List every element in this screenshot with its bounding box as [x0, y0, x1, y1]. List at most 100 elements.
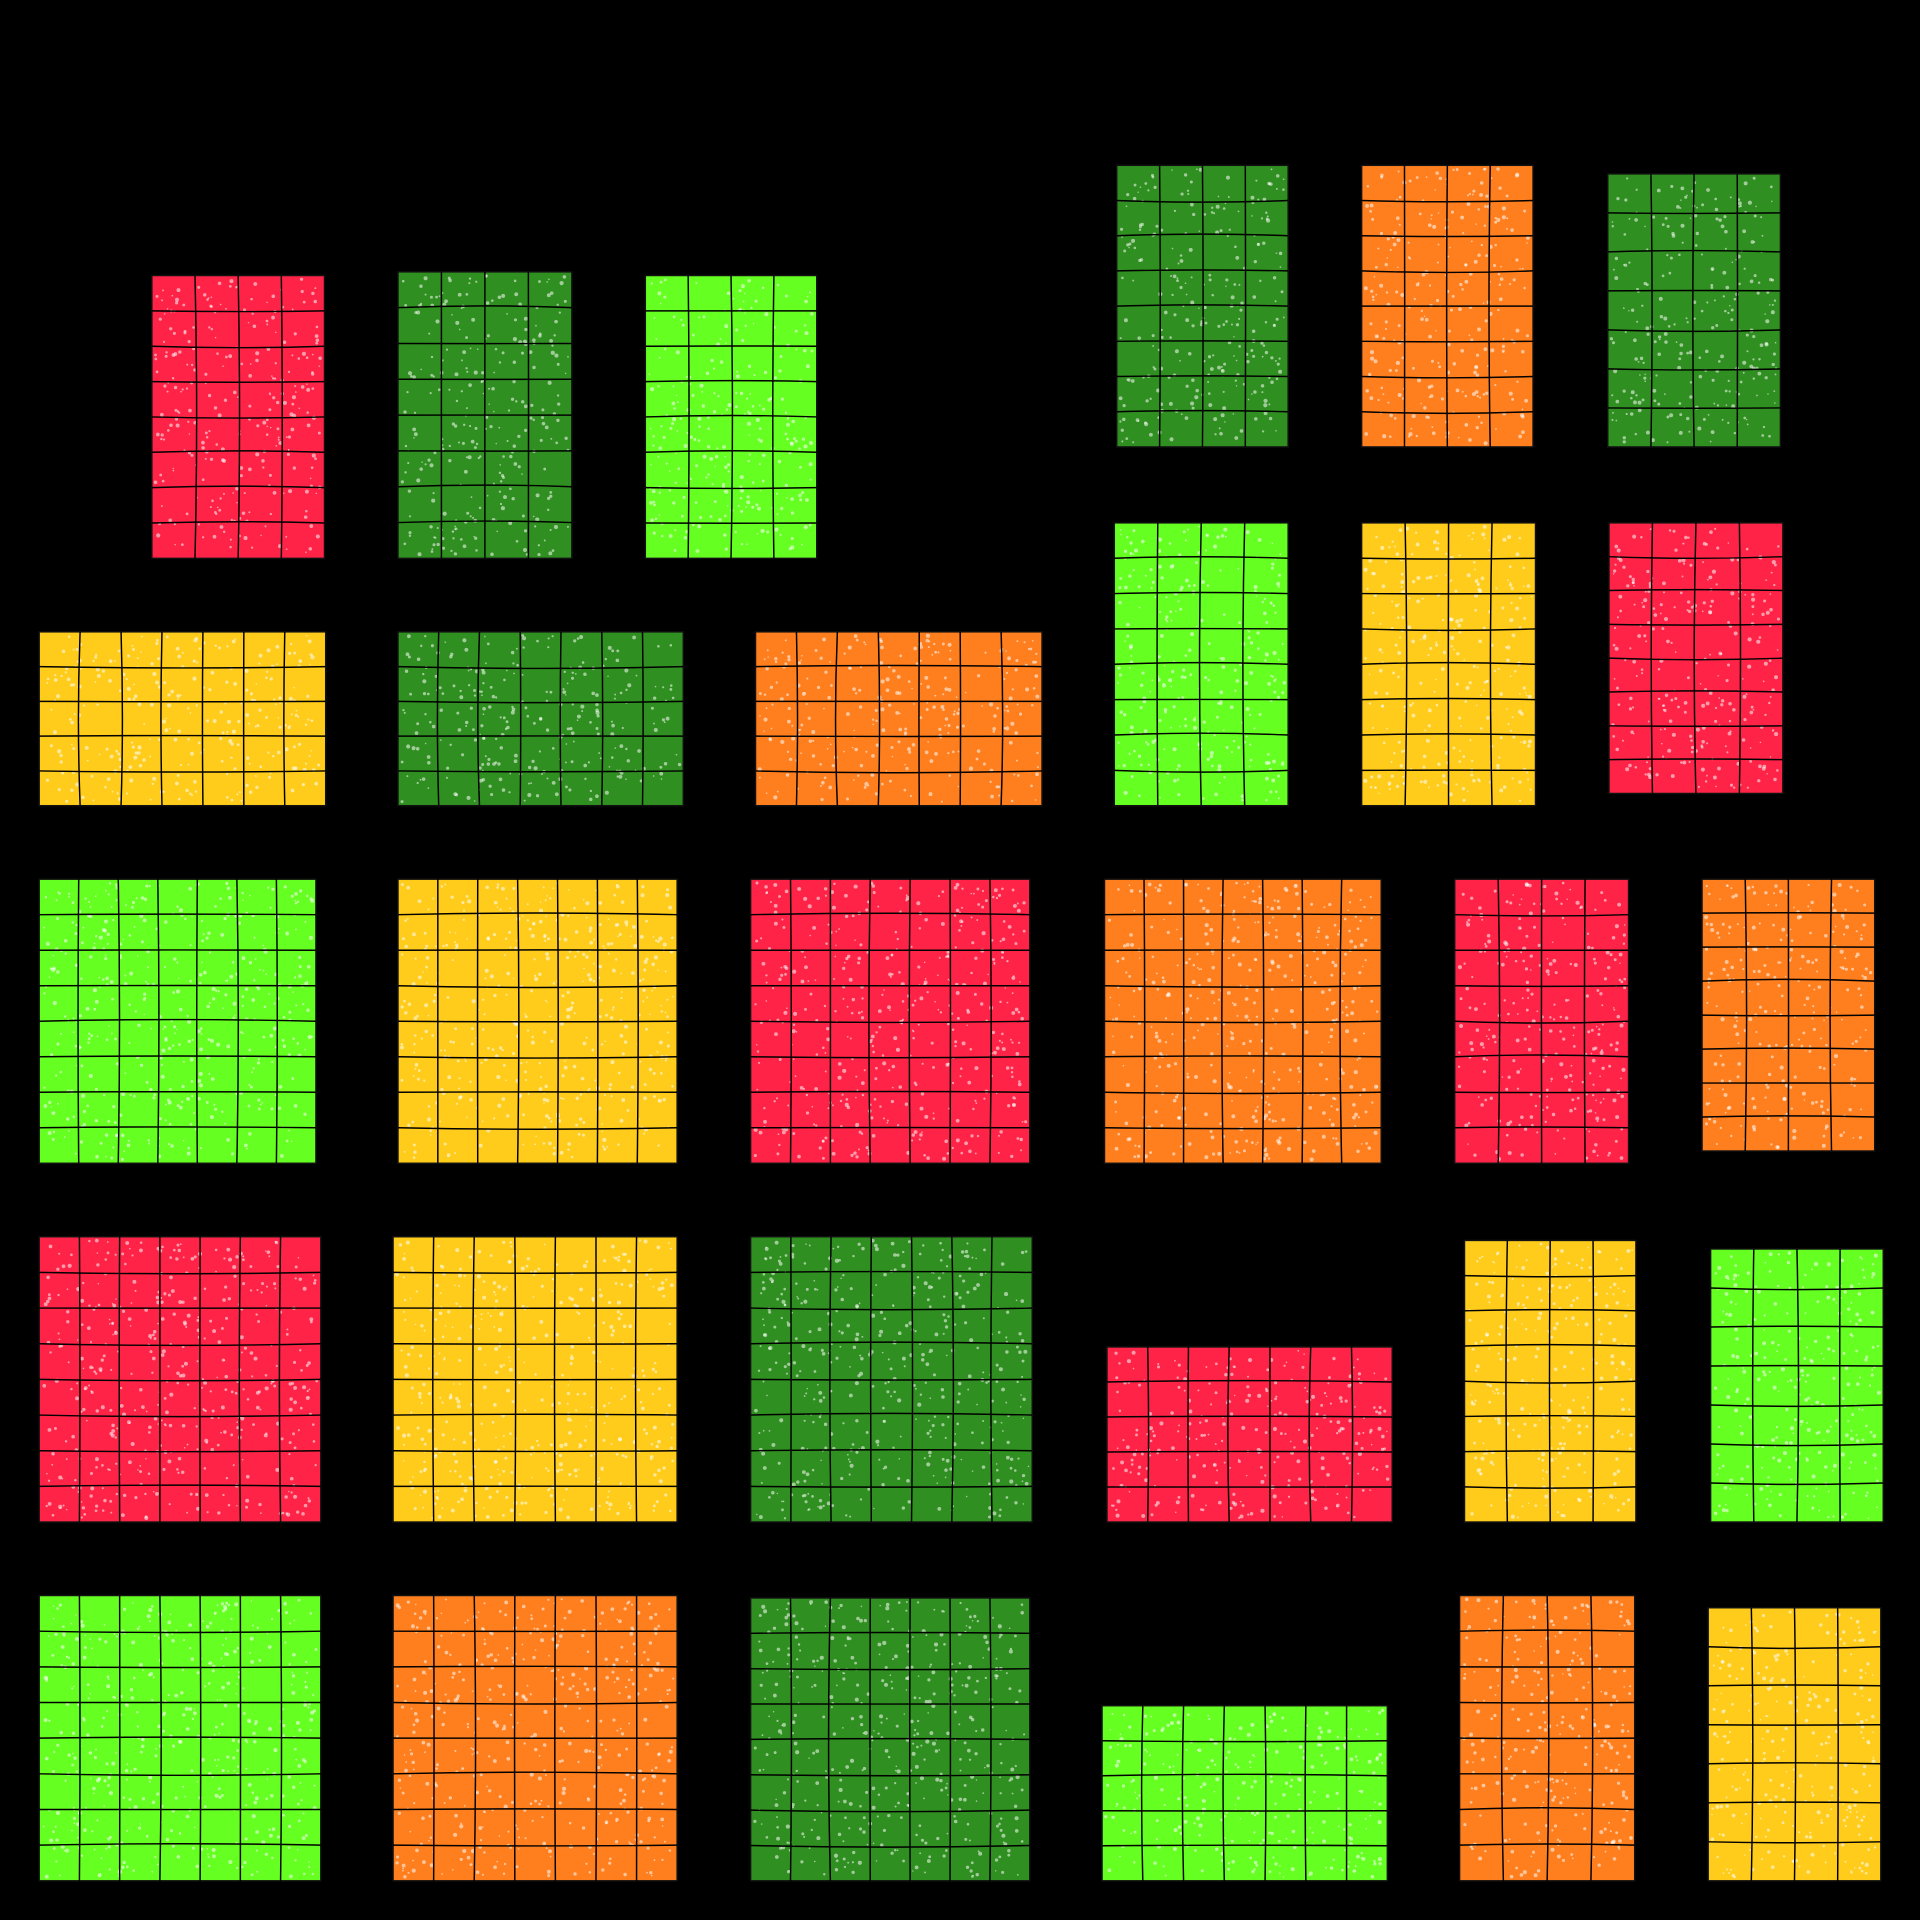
speckle — [469, 347, 472, 350]
speckle — [474, 536, 478, 540]
speckle — [707, 427, 710, 431]
speckle — [177, 654, 182, 659]
speckle — [532, 338, 536, 342]
speckle — [578, 1117, 583, 1121]
speckle — [1225, 746, 1229, 750]
speckle — [1688, 760, 1691, 764]
speckle — [413, 437, 415, 439]
speckle — [1357, 1116, 1361, 1119]
speckle — [259, 1103, 262, 1106]
speckle — [51, 1137, 55, 1141]
speckle — [1002, 951, 1004, 954]
speckle — [1525, 694, 1528, 697]
speckle — [258, 708, 262, 712]
speckle — [425, 982, 428, 984]
grid-line — [1608, 758, 1783, 761]
speckle — [1424, 729, 1427, 732]
speckle — [501, 886, 505, 891]
speckle — [973, 992, 977, 996]
speckle — [1369, 396, 1374, 401]
speckle — [127, 1139, 131, 1142]
speckle — [669, 426, 673, 430]
speckle — [148, 884, 151, 888]
speckle — [755, 939, 759, 943]
speckle — [460, 307, 463, 310]
speckle — [109, 754, 114, 759]
speckle — [133, 755, 138, 760]
speckle — [886, 1119, 889, 1122]
speckle — [621, 726, 624, 730]
speckle — [508, 521, 513, 526]
speckle — [1251, 329, 1256, 333]
speckle — [737, 504, 740, 508]
speckle — [226, 645, 229, 648]
speckle — [1488, 549, 1490, 552]
speckle — [1679, 413, 1683, 417]
speckle — [1194, 716, 1197, 719]
speckle — [927, 741, 929, 743]
speckle — [544, 899, 547, 902]
speckle — [413, 411, 417, 414]
speckle — [921, 1131, 923, 1134]
speckle — [1389, 248, 1392, 251]
speckle — [449, 655, 453, 659]
speckle — [853, 634, 858, 638]
speckle — [661, 534, 664, 538]
speckle — [1233, 1002, 1237, 1007]
speckle — [1764, 376, 1768, 380]
speckle — [1717, 675, 1719, 677]
speckle — [940, 704, 945, 709]
speckle — [57, 787, 61, 792]
speckle — [776, 283, 780, 287]
speckle — [1275, 187, 1278, 190]
speckle — [1428, 334, 1432, 339]
speckle — [1012, 1096, 1016, 1100]
speckle — [1272, 604, 1276, 608]
speckle — [201, 446, 205, 450]
speckle — [1190, 300, 1195, 305]
speckle — [523, 529, 528, 533]
speckle — [1499, 736, 1503, 740]
speckle — [250, 297, 253, 301]
speckle — [1388, 368, 1392, 373]
speckle — [1003, 678, 1006, 680]
speckle — [841, 1093, 844, 1096]
speckle — [295, 709, 298, 712]
speckle — [761, 453, 766, 458]
speckle — [249, 692, 254, 696]
speckle — [515, 400, 518, 403]
speckle — [1437, 542, 1440, 545]
speckle — [758, 1130, 763, 1135]
speckle — [1647, 756, 1649, 758]
speckle — [672, 501, 676, 505]
speckle — [1758, 636, 1762, 639]
speckle — [1150, 587, 1153, 590]
speckle — [1460, 725, 1462, 728]
speckle — [638, 1118, 641, 1120]
speckle — [1479, 694, 1482, 697]
speckle — [219, 710, 224, 714]
speckle — [104, 919, 108, 924]
speckle — [201, 961, 203, 964]
speckle — [248, 961, 253, 965]
speckle — [1427, 654, 1430, 657]
speckle — [513, 318, 518, 322]
speckle — [1475, 704, 1478, 707]
speckle — [1458, 307, 1462, 311]
speckle — [1347, 909, 1349, 912]
speckle — [1219, 690, 1224, 695]
speckle — [1274, 611, 1277, 614]
speckle — [201, 440, 205, 445]
speckle — [798, 465, 802, 469]
grid-line — [397, 305, 572, 309]
speckle — [1160, 335, 1164, 339]
speckle — [798, 447, 801, 451]
speckle — [164, 354, 168, 358]
speckle — [1266, 215, 1269, 218]
speckle — [123, 1150, 126, 1152]
speckle — [1364, 432, 1369, 436]
speckle — [1282, 188, 1285, 191]
speckle — [1169, 437, 1174, 442]
speckle — [881, 993, 884, 997]
speckle — [191, 1094, 194, 1098]
